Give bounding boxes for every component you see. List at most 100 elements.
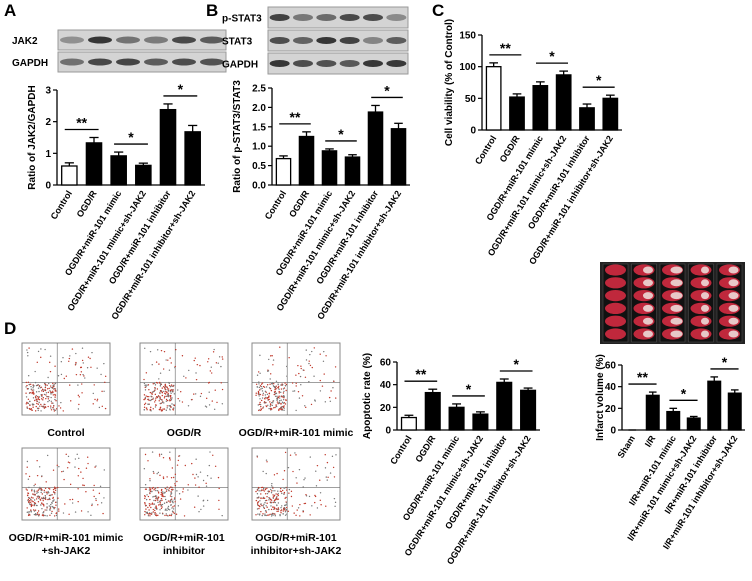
flow-dot — [218, 508, 220, 510]
flow-dot — [164, 509, 167, 511]
flow-dot — [269, 403, 272, 405]
flow-dot — [194, 484, 197, 486]
flow-dot — [91, 503, 93, 505]
flow-dot — [302, 510, 304, 512]
blot-band — [116, 58, 140, 66]
flow-dot — [310, 403, 313, 406]
flow-dot — [41, 388, 44, 391]
flow-dot — [54, 409, 57, 411]
flow-dot — [164, 388, 166, 390]
flow-dot — [260, 409, 262, 412]
flow-dot — [284, 403, 287, 405]
flow-dot — [178, 400, 181, 402]
flow-dot — [64, 503, 66, 505]
flow-dot — [25, 473, 27, 475]
flow-dot — [265, 396, 267, 399]
flow-dot — [160, 491, 163, 494]
infarct-area — [643, 266, 653, 274]
flow-dot — [40, 403, 42, 406]
flow-dot — [280, 388, 283, 390]
flow-dot — [168, 405, 170, 407]
flow-dot — [26, 401, 28, 404]
flow-dot — [146, 494, 148, 496]
flow-dot — [45, 491, 47, 493]
flow-dot — [100, 502, 103, 504]
flow-dot — [146, 409, 148, 411]
flow-dot — [33, 499, 36, 501]
flow-dot — [144, 514, 146, 516]
flow-dot — [269, 387, 272, 390]
flow-dot — [174, 501, 176, 503]
flow-dot — [95, 499, 97, 502]
flow-dot — [274, 387, 276, 389]
flow-dot — [283, 390, 285, 393]
flow-dot — [36, 492, 38, 494]
flow-dot — [266, 496, 268, 498]
blot-band — [293, 37, 313, 44]
flow-dot — [258, 409, 260, 412]
flow-dot — [172, 506, 174, 508]
flow-dot — [208, 464, 211, 467]
flow-dot — [333, 497, 336, 500]
significance-label: ** — [290, 109, 301, 125]
flow-dot — [147, 403, 149, 405]
flow-dot — [169, 404, 171, 407]
flow-dot — [164, 514, 166, 517]
flow-dot — [258, 389, 261, 391]
flow-dot — [62, 410, 64, 412]
flow-dot — [314, 501, 316, 504]
flow-dot — [279, 487, 282, 490]
x-tick-label: OGD/R — [287, 188, 311, 219]
flow-dot — [256, 493, 259, 495]
flow-dot — [259, 500, 261, 502]
flow-dot — [323, 350, 325, 353]
flow-dot — [175, 348, 177, 351]
flow-dot — [150, 503, 152, 505]
infarct-area — [643, 304, 653, 312]
bar — [448, 406, 465, 431]
flow-dot — [296, 482, 298, 484]
flow-dot — [221, 514, 223, 517]
flow-dot — [313, 375, 315, 377]
flow-dot — [305, 349, 307, 351]
flow-dot — [161, 398, 163, 401]
flow-dot — [164, 498, 167, 501]
flow-dot — [324, 467, 327, 469]
flow-dot — [38, 398, 41, 401]
blot-band — [293, 60, 313, 67]
flow-dot — [331, 455, 334, 458]
flow-dot — [282, 510, 285, 512]
flow-dot — [302, 486, 304, 488]
flow-dot — [63, 478, 65, 481]
flow-dot — [83, 375, 85, 377]
flow-dot — [33, 484, 35, 487]
flow-dot — [27, 402, 30, 405]
flow-dot — [147, 495, 150, 498]
flow-dot — [162, 368, 165, 370]
flow-dot — [29, 501, 32, 504]
flow-dot — [43, 393, 46, 396]
flow-dot — [40, 398, 43, 400]
flow-dot — [42, 496, 45, 499]
flow-dot — [265, 391, 267, 393]
flow-dot — [149, 399, 152, 402]
flow-dot — [309, 456, 311, 458]
significance-label: * — [338, 126, 344, 142]
flow-dot — [293, 512, 295, 514]
flow-dot — [27, 375, 30, 377]
flow-dot — [280, 490, 283, 493]
bar — [390, 128, 407, 186]
flow-dot — [293, 390, 296, 392]
flow-dot — [30, 408, 32, 411]
flow-dot — [267, 398, 270, 401]
flow-dot — [27, 499, 29, 502]
brain-slice — [605, 315, 626, 327]
flow-dot — [45, 392, 48, 394]
flow-dot — [55, 504, 57, 506]
flow-dot — [164, 495, 166, 498]
flow-dot — [151, 451, 154, 453]
flow-dot — [184, 464, 187, 467]
infarct-area — [728, 304, 739, 312]
flow-dot — [272, 494, 274, 496]
flow-dot — [77, 408, 80, 410]
